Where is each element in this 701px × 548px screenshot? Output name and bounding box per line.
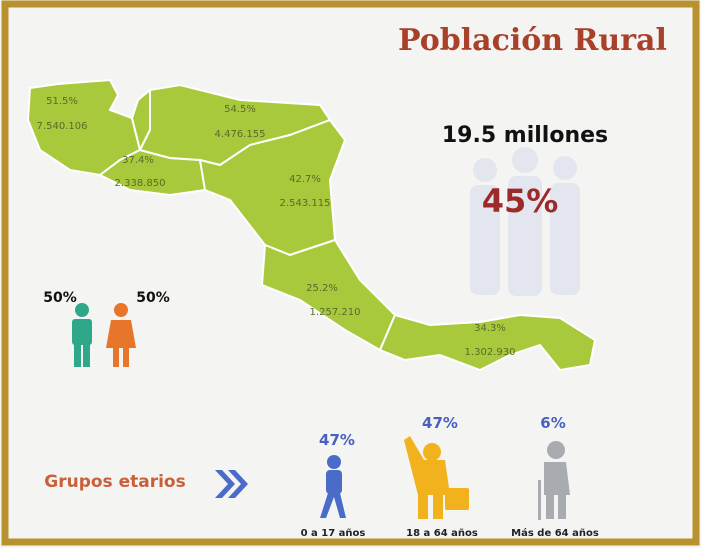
- map: [26, 78, 597, 372]
- panama: [378, 313, 597, 372]
- country-pop: 7.540.106: [37, 121, 88, 132]
- country-pct: 37.4%: [122, 155, 154, 166]
- title: Población Rural: [398, 23, 667, 58]
- country-pct: 54.5%: [224, 104, 256, 115]
- chevrons: [215, 470, 248, 498]
- country-pct: 25.2%: [306, 283, 338, 294]
- age-pct: 47%: [319, 431, 355, 449]
- elder-icon: [538, 441, 570, 520]
- age-pct: 6%: [540, 414, 565, 432]
- country-pct: 42.7%: [289, 174, 321, 185]
- age-title: Grupos etarios: [44, 472, 185, 492]
- age-pct: 47%: [422, 414, 458, 432]
- nicaragua: [198, 118, 347, 257]
- country-pop: 4.476.155: [215, 129, 266, 140]
- female-icon: [106, 303, 136, 367]
- country-pop: 1.302.930: [465, 347, 516, 358]
- adult-icon: [404, 436, 469, 519]
- country-pct: 34.3%: [474, 323, 506, 334]
- child-icon: [320, 455, 346, 518]
- country-pop: 2.543.115: [280, 198, 331, 209]
- total-population: 19.5 millones: [442, 123, 608, 148]
- age-label: Más de 64 años: [511, 527, 599, 539]
- country-pop: 2.338.850: [115, 178, 166, 189]
- age-label: 0 a 17 años: [301, 528, 366, 539]
- female-pct: 50%: [136, 290, 170, 306]
- country-pct: 51.5%: [46, 96, 78, 107]
- male-icon: [72, 303, 92, 367]
- total-percent: 45%: [482, 182, 559, 220]
- male-pct: 50%: [43, 290, 77, 306]
- crowd-silhouette: [470, 147, 580, 296]
- age-label: 18 a 64 años: [406, 528, 478, 539]
- country-pop: 1.257.210: [310, 307, 361, 318]
